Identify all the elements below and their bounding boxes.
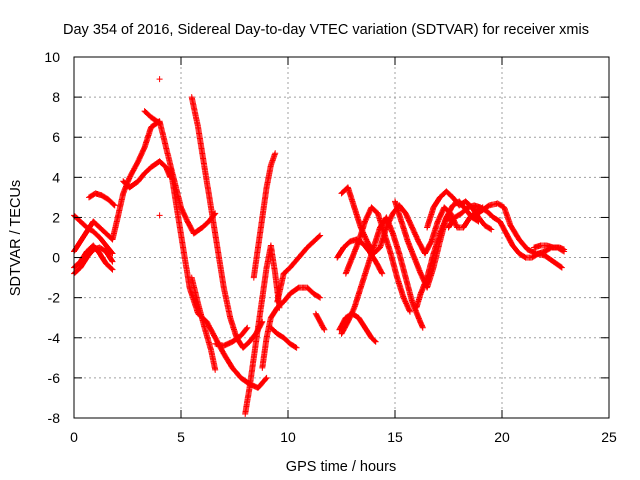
series-sat-g (141, 108, 163, 127)
series-sat-e (86, 190, 118, 209)
y-tick-label: -4 (48, 330, 61, 346)
series-sat-f (120, 158, 174, 191)
y-tick-label: 6 (52, 129, 60, 145)
series-sat-m (250, 150, 279, 281)
x-axis-label: GPS time / hours (286, 459, 396, 475)
outlier-point (156, 212, 163, 219)
y-tick-label: 2 (52, 209, 60, 225)
series-sat-q (312, 310, 328, 333)
series-sat-u (336, 310, 379, 345)
outlier-point (156, 76, 163, 83)
y-axis-label: SDTVAR / TECUs (8, 180, 24, 296)
y-tick-label: -2 (48, 290, 61, 306)
series-sat-p (267, 324, 300, 351)
x-tick-label: 0 (70, 429, 78, 445)
axis-ticks: 0 5 10 15 20 25 -8 -6 -4 -2 0 2 4 6 8 10 (44, 49, 617, 445)
series-sat-v (342, 204, 413, 315)
series-sat-x (413, 214, 456, 311)
y-tick-label: -8 (48, 410, 61, 426)
series-sat-n (259, 284, 324, 371)
chart-title: Day 354 of 2016, Sidereal Day-to-day VTE… (63, 22, 589, 38)
y-tick-label: 8 (52, 89, 60, 105)
y-tick-label: 0 (52, 250, 60, 266)
series-sat-j (188, 274, 219, 373)
series-sat-aa (469, 200, 565, 271)
y-tick-label: 10 (44, 49, 60, 65)
series-sat-i (188, 94, 266, 351)
series-sat-k (212, 324, 251, 349)
series-sat-l (242, 242, 283, 417)
y-tick-label: 4 (52, 169, 60, 185)
series-sat-o (274, 232, 324, 305)
grid (74, 57, 609, 418)
series-sat-t (338, 214, 426, 337)
x-tick-label: 15 (387, 429, 403, 445)
x-tick-label: 10 (280, 429, 296, 445)
series-layer (71, 76, 568, 417)
y-tick-label: -6 (48, 370, 61, 386)
x-tick-label: 5 (177, 429, 185, 445)
x-tick-label: 20 (494, 429, 510, 445)
plot-frame (73, 56, 610, 419)
x-tick-label: 25 (601, 429, 617, 445)
series-sat-ab (531, 242, 568, 253)
